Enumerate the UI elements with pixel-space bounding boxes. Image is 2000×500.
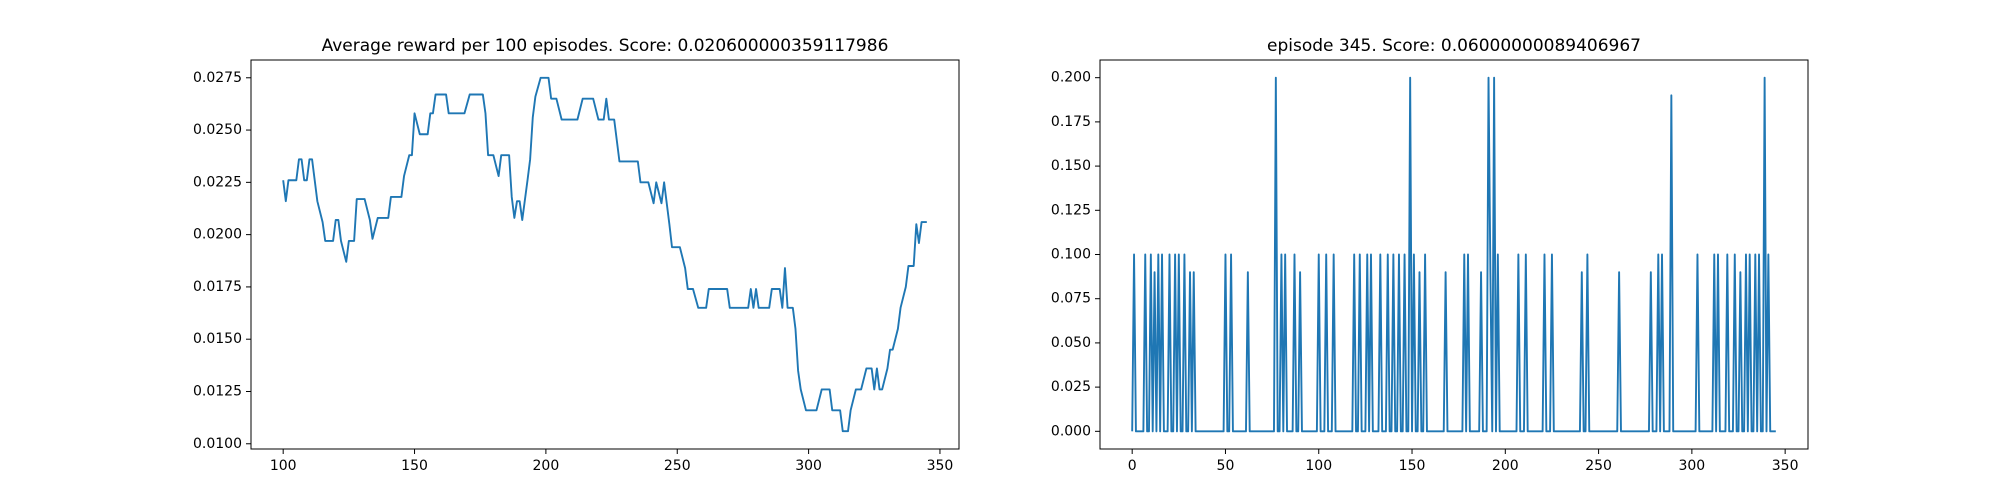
y-tick-label: 0.0125 [193, 383, 242, 399]
y-tick-label: 0.125 [1051, 202, 1091, 218]
y-tick-label: 0.000 [1051, 423, 1091, 439]
x-tick-label: 100 [1305, 458, 1332, 474]
x-tick-label: 350 [927, 458, 954, 474]
x-tick-label: 150 [1399, 458, 1426, 474]
y-tick-label: 0.0150 [193, 331, 242, 347]
y-tick-label: 0.0100 [193, 436, 242, 452]
x-tick-label: 250 [664, 458, 691, 474]
x-tick-label: 0 [1128, 458, 1137, 474]
x-tick-label: 200 [1492, 458, 1519, 474]
axes-frame [250, 59, 960, 450]
chart-title: Average reward per 100 episodes. Score: … [322, 36, 889, 56]
axes-frame [1099, 59, 1809, 450]
x-tick-label: 150 [401, 458, 428, 474]
y-tick-label: 0.100 [1051, 247, 1091, 263]
y-tick-label: 0.175 [1051, 114, 1091, 130]
y-tick-label: 0.025 [1051, 379, 1091, 395]
y-tick-label: 0.0200 [193, 227, 242, 243]
y-tick-label: 0.050 [1051, 335, 1091, 351]
y-tick-label: 0.075 [1051, 291, 1091, 307]
x-tick-label: 350 [1772, 458, 1799, 474]
x-tick-label: 250 [1585, 458, 1612, 474]
y-tick-label: 0.0250 [193, 122, 242, 138]
y-tick-label: 0.0225 [193, 174, 242, 190]
data-line [1131, 76, 1776, 433]
x-tick-label: 300 [1678, 458, 1705, 474]
chart-title: episode 345. Score: 0.06000000089406967 [1267, 36, 1641, 56]
data-line [282, 76, 927, 433]
x-tick-label: 100 [270, 458, 297, 474]
y-tick-label: 0.0175 [193, 279, 242, 295]
y-tick-label: 0.200 [1051, 70, 1091, 86]
x-tick-label: 300 [795, 458, 822, 474]
y-tick-label: 0.0275 [193, 70, 242, 86]
x-tick-label: 50 [1217, 458, 1235, 474]
y-tick-label: 0.150 [1051, 158, 1091, 174]
x-tick-label: 200 [533, 458, 560, 474]
